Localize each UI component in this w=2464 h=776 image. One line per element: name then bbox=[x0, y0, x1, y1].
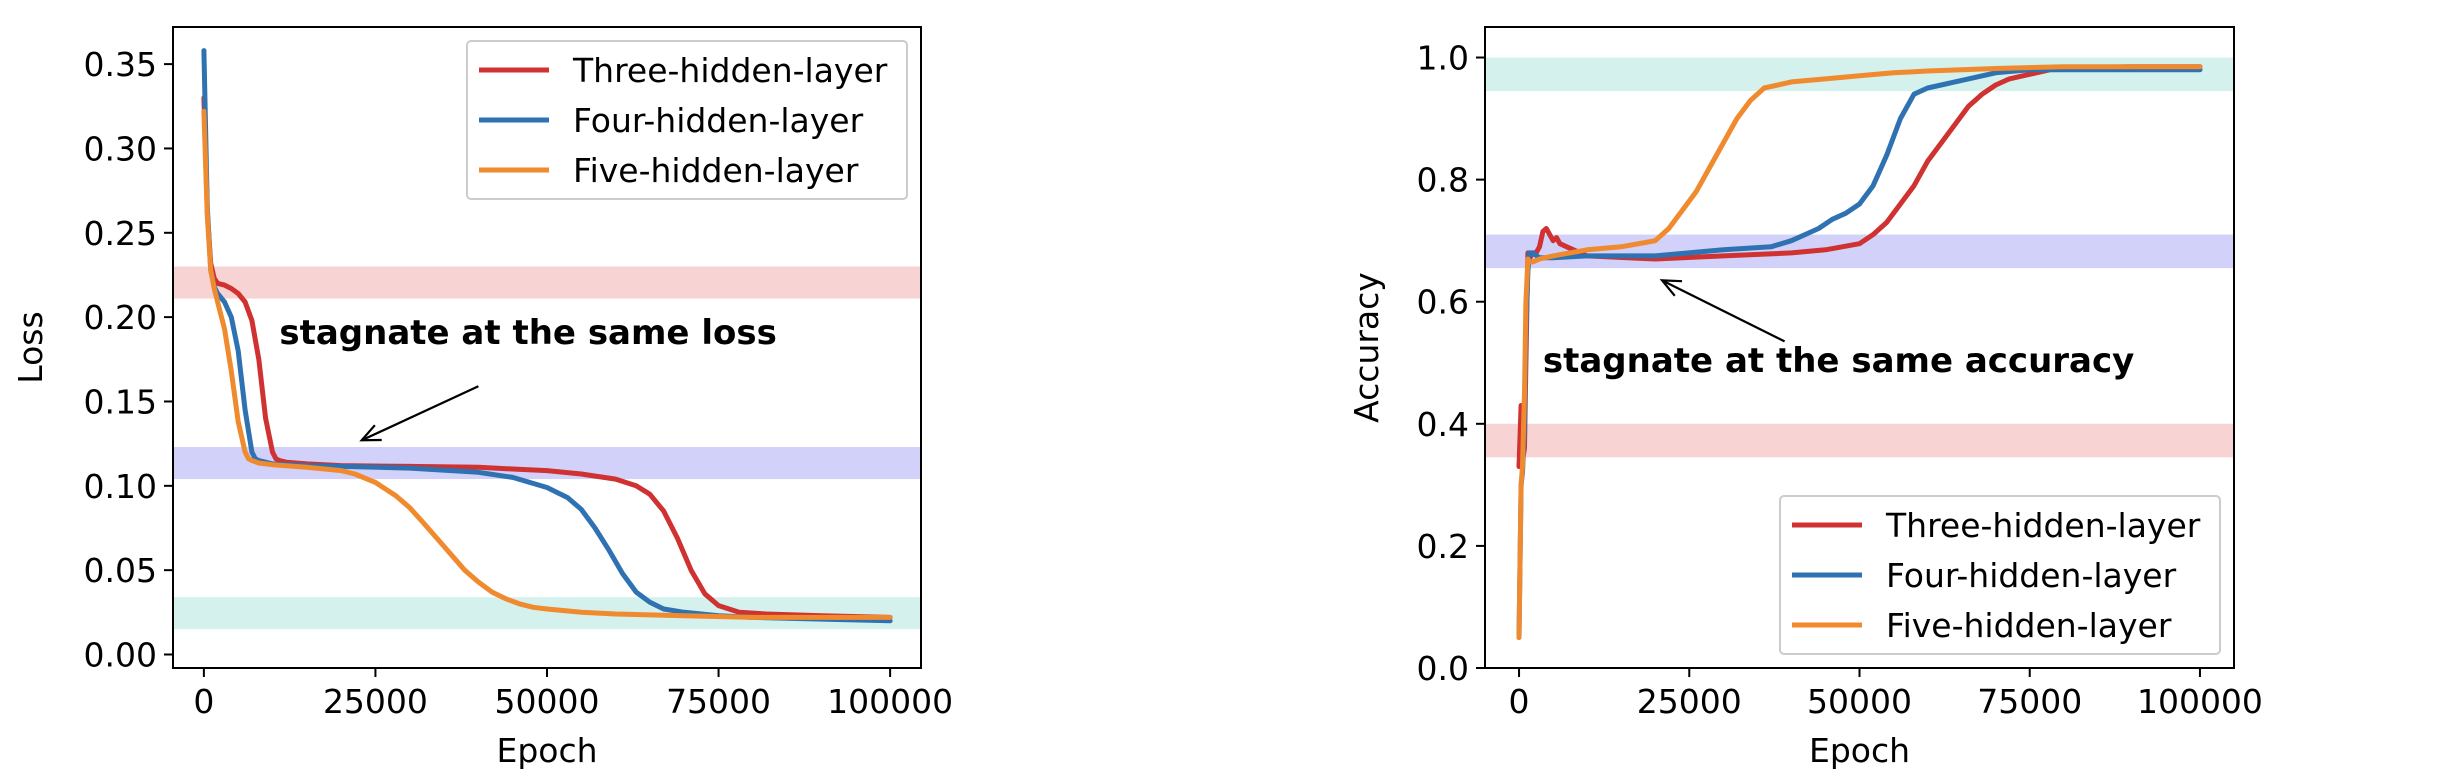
loss-y-tick-label: 0.15 bbox=[84, 382, 157, 421]
loss-annotation-arrow bbox=[361, 385, 479, 442]
loss-x-axis-label: Epoch bbox=[496, 731, 597, 770]
accuracy-x-tick-label: 100000 bbox=[2137, 682, 2263, 721]
accuracy-chart: 0 25000 50000 75000 100000 0.0 0.2 0.4 0.6 0.8 1.0… bbox=[1347, 26, 2263, 770]
accuracy-y-tick-label: 0.2 bbox=[1417, 527, 1469, 566]
loss-legend-label-four: Four-hidden-layer bbox=[573, 101, 864, 140]
accuracy-legend: Three-hidden-layer Four-hidden-layer Fiv… bbox=[1779, 495, 2221, 655]
accuracy-annotation-text: stagnate at the same accuracy bbox=[1543, 341, 2134, 381]
loss-band-1 bbox=[173, 266, 921, 299]
accuracy-x-tick-label: 50000 bbox=[1807, 682, 1912, 721]
accuracy-legend-label-four: Four-hidden-layer bbox=[1886, 556, 2177, 595]
accuracy-legend-label-five: Five-hidden-layer bbox=[1886, 606, 2172, 645]
loss-legend: Three-hidden-layer Four-hidden-layer Fiv… bbox=[466, 40, 908, 200]
accuracy-x-tick-label: 25000 bbox=[1637, 682, 1742, 721]
loss-x-tick-label: 50000 bbox=[495, 682, 600, 721]
loss-x-tick-label: 0 bbox=[193, 682, 214, 721]
loss-y-tick-label: 0.35 bbox=[84, 45, 157, 84]
loss-legend-label-five: Five-hidden-layer bbox=[573, 151, 859, 190]
accuracy-x-tick-label: 0 bbox=[1509, 682, 1530, 721]
loss-x-tick-label: 100000 bbox=[827, 682, 953, 721]
accuracy-y-tick-label: 0.0 bbox=[1417, 649, 1469, 688]
accuracy-x-tick-label: 75000 bbox=[1977, 682, 2082, 721]
accuracy-y-axis-label: Accuracy bbox=[1347, 272, 1386, 423]
loss-y-tick-label: 0.30 bbox=[84, 129, 157, 168]
accuracy-y-tick-label: 0.8 bbox=[1417, 161, 1469, 200]
loss-legend-box bbox=[466, 40, 908, 200]
accuracy-x-axis-label: Epoch bbox=[1809, 731, 1910, 770]
loss-series-four bbox=[201, 48, 893, 624]
accuracy-y-tick-label: 1.0 bbox=[1417, 39, 1469, 78]
accuracy-band-3 bbox=[1485, 423, 2234, 458]
loss-series-five bbox=[201, 108, 893, 620]
accuracy-series-five bbox=[1516, 64, 2203, 640]
accuracy-y-tick-label: 0.6 bbox=[1417, 283, 1469, 322]
accuracy-legend-box bbox=[1779, 495, 2221, 655]
loss-y-tick-label: 0.25 bbox=[84, 214, 157, 253]
loss-x-tick-label: 25000 bbox=[323, 682, 428, 721]
loss-y-axis-label: Loss bbox=[11, 311, 50, 383]
loss-y-tick-label: 0.00 bbox=[84, 636, 157, 675]
loss-legend-label-three: Three-hidden-layer bbox=[572, 51, 888, 90]
accuracy-annotation-arrow bbox=[1661, 279, 1786, 343]
accuracy-annotation: stagnate at the same accuracy bbox=[1543, 279, 2134, 381]
accuracy-legend-label-three: Three-hidden-layer bbox=[1885, 506, 2201, 545]
accuracy-annotation-arrowhead bbox=[1659, 279, 1683, 297]
accuracy-band-2 bbox=[1485, 234, 2234, 269]
accuracy-y-tick-label: 0.4 bbox=[1417, 405, 1469, 444]
loss-y-tick-label: 0.05 bbox=[84, 551, 157, 590]
loss-annotation: stagnate at the same loss bbox=[279, 313, 777, 442]
loss-x-tick-label: 75000 bbox=[666, 682, 771, 721]
loss-chart: 0 25000 50000 75000 100000 0.00 0.05 0.10 0.15 0.… bbox=[11, 26, 953, 770]
loss-annotation-arrowhead bbox=[359, 424, 382, 442]
loss-annotation-text: stagnate at the same loss bbox=[279, 313, 776, 353]
loss-y-tick-label: 0.10 bbox=[84, 467, 157, 506]
loss-y-tick-label: 0.20 bbox=[84, 298, 157, 337]
